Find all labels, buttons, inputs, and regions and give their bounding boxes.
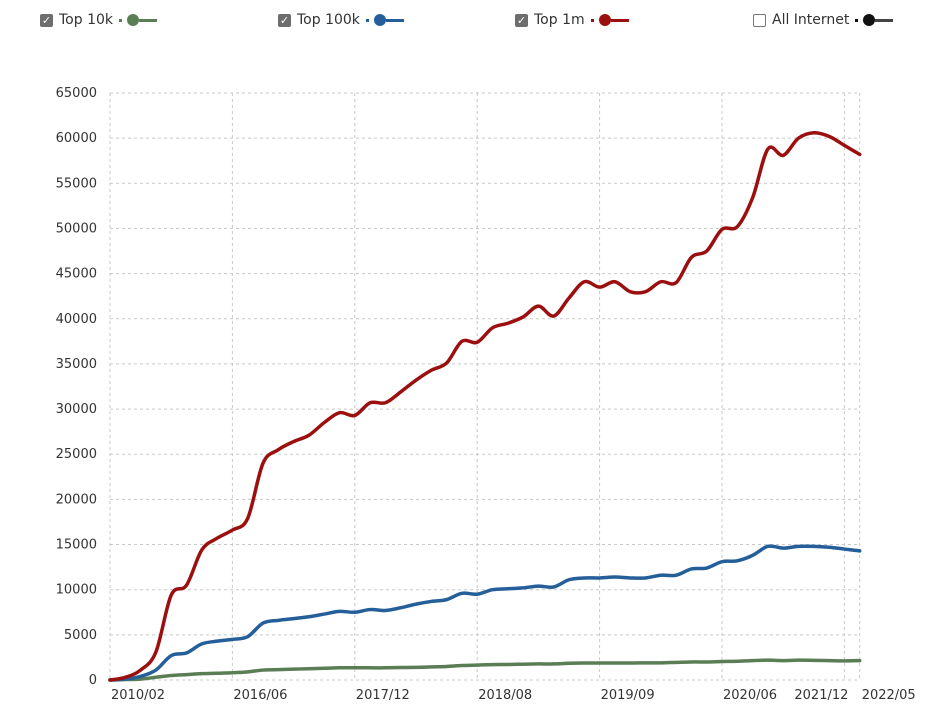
y-tick-label: 50000: [56, 221, 97, 236]
y-tick-label: 45000: [56, 267, 97, 282]
series-line-top-100k: [108, 544, 862, 682]
legend-item-all-internet[interactable]: All Internet: [753, 12, 894, 28]
y-tick-label: 35000: [56, 357, 97, 372]
x-tick-label: 2010/02: [111, 688, 165, 703]
checkbox-checked-icon[interactable]: ✓: [278, 13, 291, 27]
y-tick-label: 55000: [56, 176, 97, 191]
legend-label: Top 1m: [534, 12, 585, 28]
legend-item-top-100k[interactable]: ✓ Top 100k: [278, 12, 404, 28]
series-line-top-10k: [108, 658, 862, 682]
checkbox-checked-icon[interactable]: ✓: [40, 13, 53, 27]
legend-item-top-10k[interactable]: ✓ Top 10k: [40, 12, 157, 28]
y-tick-label: 15000: [56, 538, 97, 553]
y-tick-label: 0: [89, 673, 97, 688]
y-tick-label: 20000: [56, 492, 97, 507]
x-tick-label: 2021/12: [794, 688, 848, 703]
y-tick-label: 5000: [64, 628, 97, 643]
series-swatch-icon: [855, 14, 894, 26]
x-tick-label: 2022/05: [862, 688, 916, 703]
legend: ✓ Top 10k ✓ Top 100k ✓ Top 1m All Intern…: [0, 12, 935, 34]
legend-item-top-1m[interactable]: ✓ Top 1m: [515, 12, 629, 28]
y-tick-label: 40000: [56, 312, 97, 327]
y-tick-label: 10000: [56, 583, 97, 598]
checkbox-unchecked-icon[interactable]: [753, 13, 766, 27]
series-swatch-icon: [119, 14, 157, 26]
y-tick-label: 30000: [56, 402, 97, 417]
x-tick-label: 2019/09: [601, 688, 655, 703]
legend-label: All Internet: [772, 12, 850, 28]
series-swatch-icon: [590, 14, 629, 26]
x-tick-label: 2016/06: [233, 688, 287, 703]
y-tick-label: 25000: [56, 447, 97, 462]
legend-label: Top 100k: [297, 12, 360, 28]
x-tick-label: 2020/06: [723, 688, 777, 703]
series-line-top-1m: [108, 130, 862, 682]
legend-label: Top 10k: [59, 12, 113, 28]
x-tick-label: 2018/08: [478, 688, 532, 703]
y-tick-label: 60000: [56, 131, 97, 146]
series-swatch-icon: [365, 14, 404, 26]
y-tick-label: 65000: [56, 86, 97, 101]
x-tick-label: 2017/12: [356, 688, 410, 703]
checkbox-checked-icon[interactable]: ✓: [515, 13, 528, 27]
